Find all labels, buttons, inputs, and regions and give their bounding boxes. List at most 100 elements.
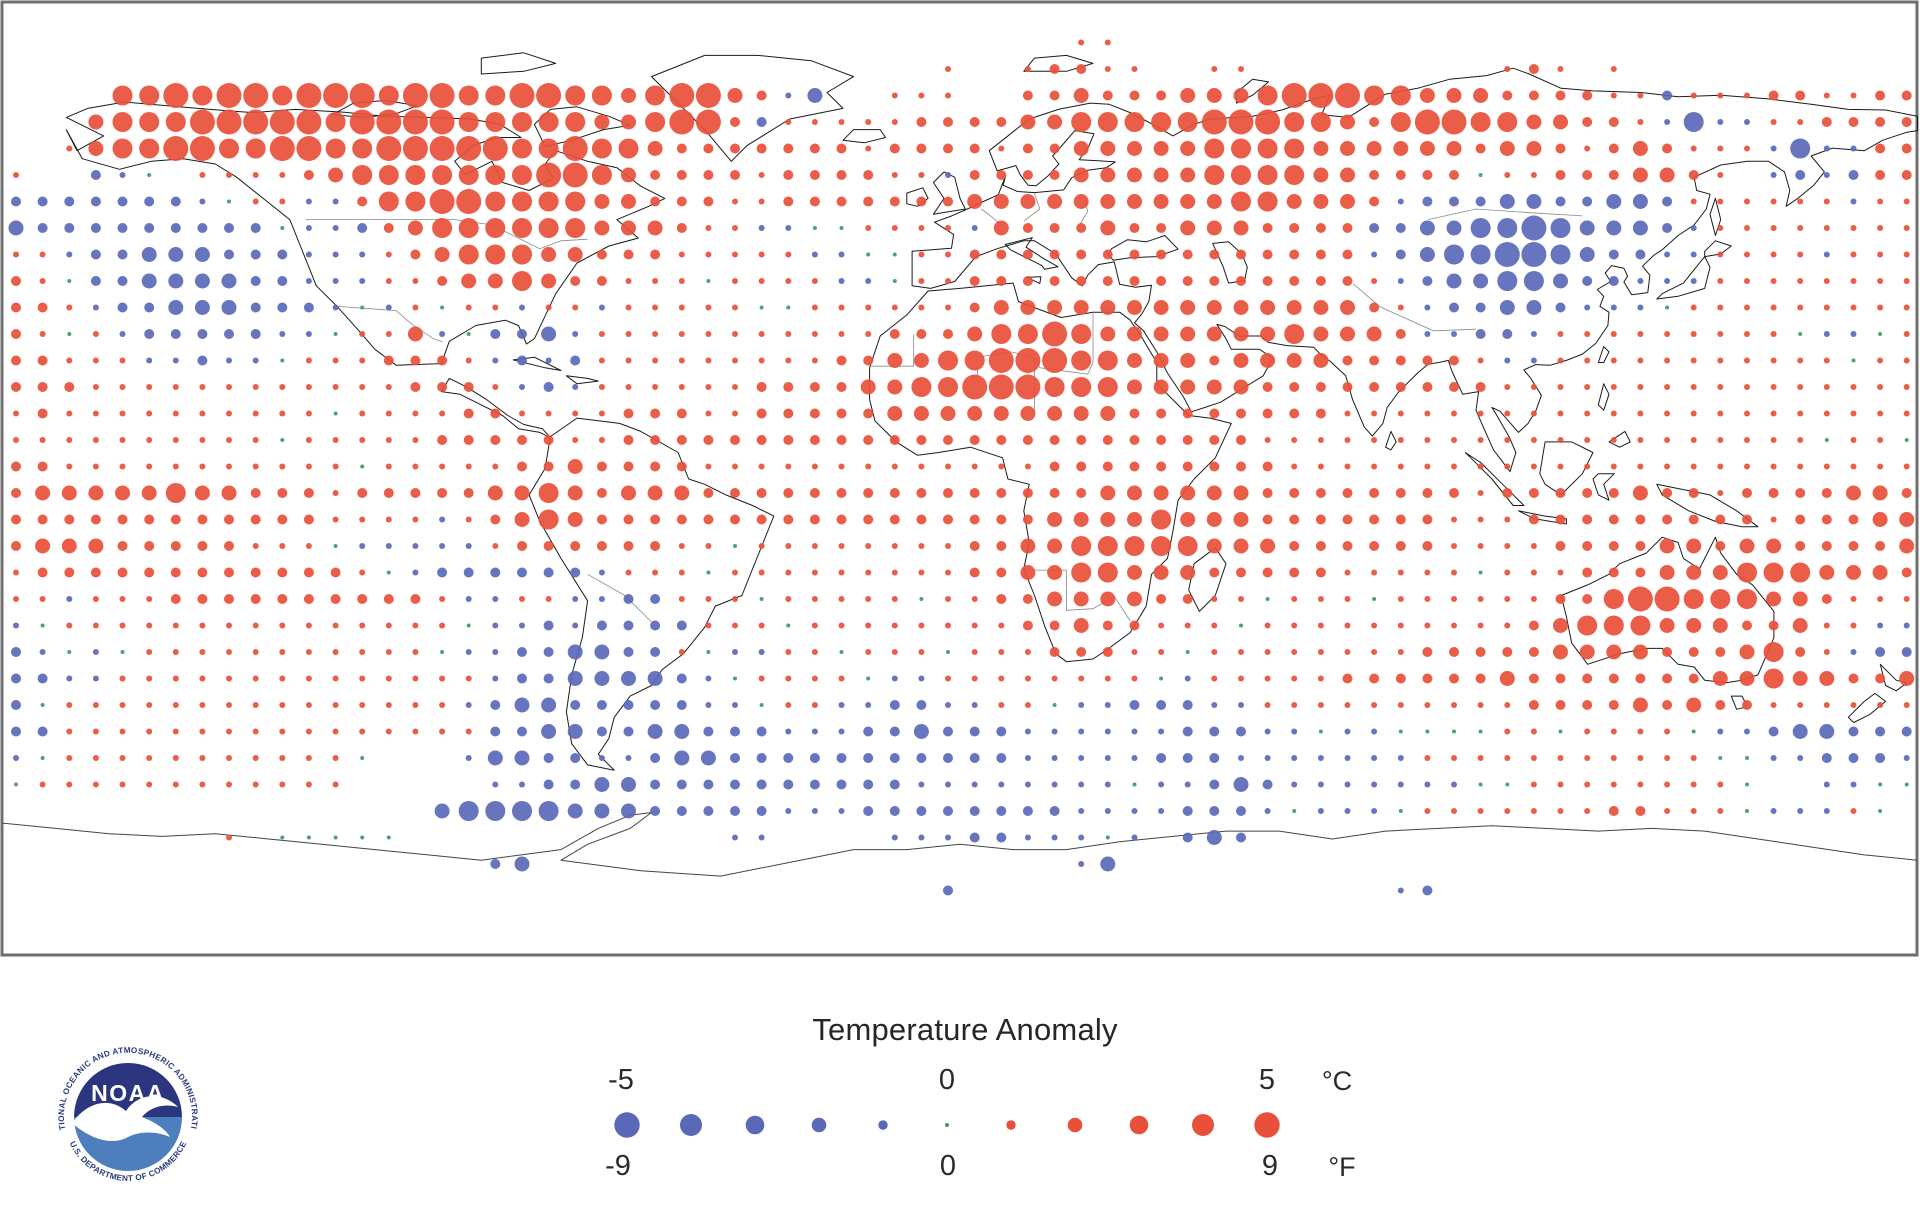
anomaly-dot bbox=[1422, 276, 1433, 286]
anomaly-dot bbox=[39, 649, 46, 655]
anomaly-dot bbox=[1579, 220, 1595, 236]
anomaly-dot bbox=[199, 781, 206, 788]
anomaly-dot bbox=[1100, 856, 1116, 872]
anomaly-dot bbox=[706, 650, 711, 654]
anomaly-dot bbox=[1848, 541, 1859, 551]
anomaly-dot bbox=[407, 326, 423, 342]
anomaly-dot bbox=[1717, 172, 1724, 178]
legend-dot bbox=[1129, 1115, 1149, 1135]
anomaly-dot bbox=[1182, 408, 1193, 419]
anomaly-dot bbox=[809, 779, 820, 790]
anomaly-dot bbox=[66, 622, 73, 629]
anomaly-dot bbox=[1792, 618, 1808, 633]
anomaly-dot bbox=[1100, 220, 1116, 236]
anomaly-dot bbox=[1397, 755, 1404, 761]
anomaly-dot bbox=[732, 596, 738, 602]
legend-fahrenheit-zero: 0 bbox=[939, 1150, 957, 1182]
anomaly-dot bbox=[1901, 567, 1912, 578]
anomaly-dot bbox=[172, 384, 179, 390]
anomaly-dot bbox=[703, 726, 714, 737]
anomaly-dot bbox=[1344, 410, 1351, 417]
anomaly-dot bbox=[376, 109, 402, 135]
anomaly-dot bbox=[756, 488, 767, 498]
anomaly-dot bbox=[1206, 326, 1222, 342]
anomaly-dot bbox=[192, 85, 213, 106]
anomaly-dot bbox=[1076, 64, 1087, 74]
anomaly-dot bbox=[1395, 488, 1406, 498]
anomaly-dot bbox=[1129, 408, 1140, 419]
anomaly-dot bbox=[224, 541, 234, 551]
anomaly-dot bbox=[199, 622, 206, 629]
anomaly-dot bbox=[1127, 565, 1142, 580]
anomaly-dot bbox=[1156, 276, 1167, 286]
anomaly-dot bbox=[1850, 781, 1857, 788]
anomaly-dot bbox=[1584, 755, 1591, 761]
anomaly-dot bbox=[1317, 463, 1324, 470]
anomaly-dot bbox=[971, 781, 978, 788]
anomaly-dot bbox=[1792, 591, 1808, 607]
anomaly-dot bbox=[543, 461, 554, 472]
anomaly-dot bbox=[809, 382, 820, 392]
anomaly-dot bbox=[732, 198, 738, 205]
anomaly-dot bbox=[487, 750, 503, 766]
anomaly-dot bbox=[1797, 384, 1804, 390]
anomaly-dot bbox=[1528, 488, 1539, 498]
anomaly-dot bbox=[39, 781, 46, 788]
anomaly-dot bbox=[1255, 109, 1281, 135]
anomaly-dot bbox=[305, 781, 312, 788]
anomaly-dot bbox=[332, 675, 339, 682]
anomaly-dot bbox=[1182, 832, 1193, 843]
anomaly-dot bbox=[783, 143, 794, 154]
anomaly-dot bbox=[943, 514, 953, 525]
anomaly-dot bbox=[943, 726, 953, 737]
anomaly-dot bbox=[1690, 410, 1697, 417]
anomaly-dot bbox=[1664, 808, 1671, 814]
anomaly-dot bbox=[1715, 700, 1726, 710]
anomaly-dot bbox=[429, 136, 455, 161]
anomaly-dot bbox=[570, 700, 581, 710]
legend-celsius-zero: 0 bbox=[938, 1064, 956, 1096]
anomaly-dot bbox=[1504, 410, 1511, 417]
anomaly-dot bbox=[969, 435, 980, 445]
anomaly-dot bbox=[945, 834, 951, 841]
anomaly-dot bbox=[1712, 671, 1728, 686]
anomaly-dot bbox=[811, 251, 818, 258]
anomaly-dot bbox=[1717, 198, 1724, 205]
anomaly-dot bbox=[92, 649, 99, 655]
anomaly-dot bbox=[1097, 377, 1118, 397]
anomaly-dot bbox=[705, 622, 712, 629]
anomaly-dot bbox=[911, 377, 932, 397]
anomaly-dot bbox=[1425, 729, 1430, 734]
anomaly-dot bbox=[144, 196, 155, 207]
anomaly-dot bbox=[226, 622, 232, 629]
anomaly-dot bbox=[836, 753, 847, 763]
anomaly-dot bbox=[1233, 777, 1249, 792]
anomaly-dot bbox=[996, 594, 1007, 604]
anomaly-dot bbox=[838, 119, 845, 125]
anomaly-dot bbox=[758, 198, 765, 205]
anomaly-dot bbox=[1335, 83, 1360, 108]
anomaly-dot bbox=[1632, 644, 1648, 660]
anomaly-dot bbox=[465, 463, 472, 470]
anomaly-dot bbox=[1690, 278, 1697, 284]
anomaly-dot bbox=[1127, 326, 1142, 342]
anomaly-dot bbox=[1744, 251, 1750, 258]
anomaly-dot bbox=[1497, 112, 1518, 132]
anomaly-dot bbox=[758, 331, 765, 337]
anomaly-dot bbox=[1848, 514, 1859, 525]
anomaly-dot bbox=[993, 194, 1009, 209]
anomaly-dot bbox=[487, 485, 503, 501]
anomaly-dot bbox=[1608, 143, 1619, 154]
anomaly-dot bbox=[1901, 143, 1912, 154]
anomaly-dot bbox=[1610, 781, 1617, 788]
anomaly-dot bbox=[1024, 755, 1031, 761]
anomaly-dot bbox=[541, 697, 557, 713]
anomaly-dot bbox=[1715, 647, 1726, 657]
anomaly-dot bbox=[37, 408, 48, 419]
anomaly-dot bbox=[1289, 276, 1300, 286]
anomaly-dot bbox=[732, 834, 738, 841]
anomaly-dot bbox=[1528, 514, 1539, 525]
anomaly-dot bbox=[410, 488, 421, 498]
anomaly-dot bbox=[1823, 331, 1830, 337]
anomaly-dot bbox=[385, 410, 392, 417]
